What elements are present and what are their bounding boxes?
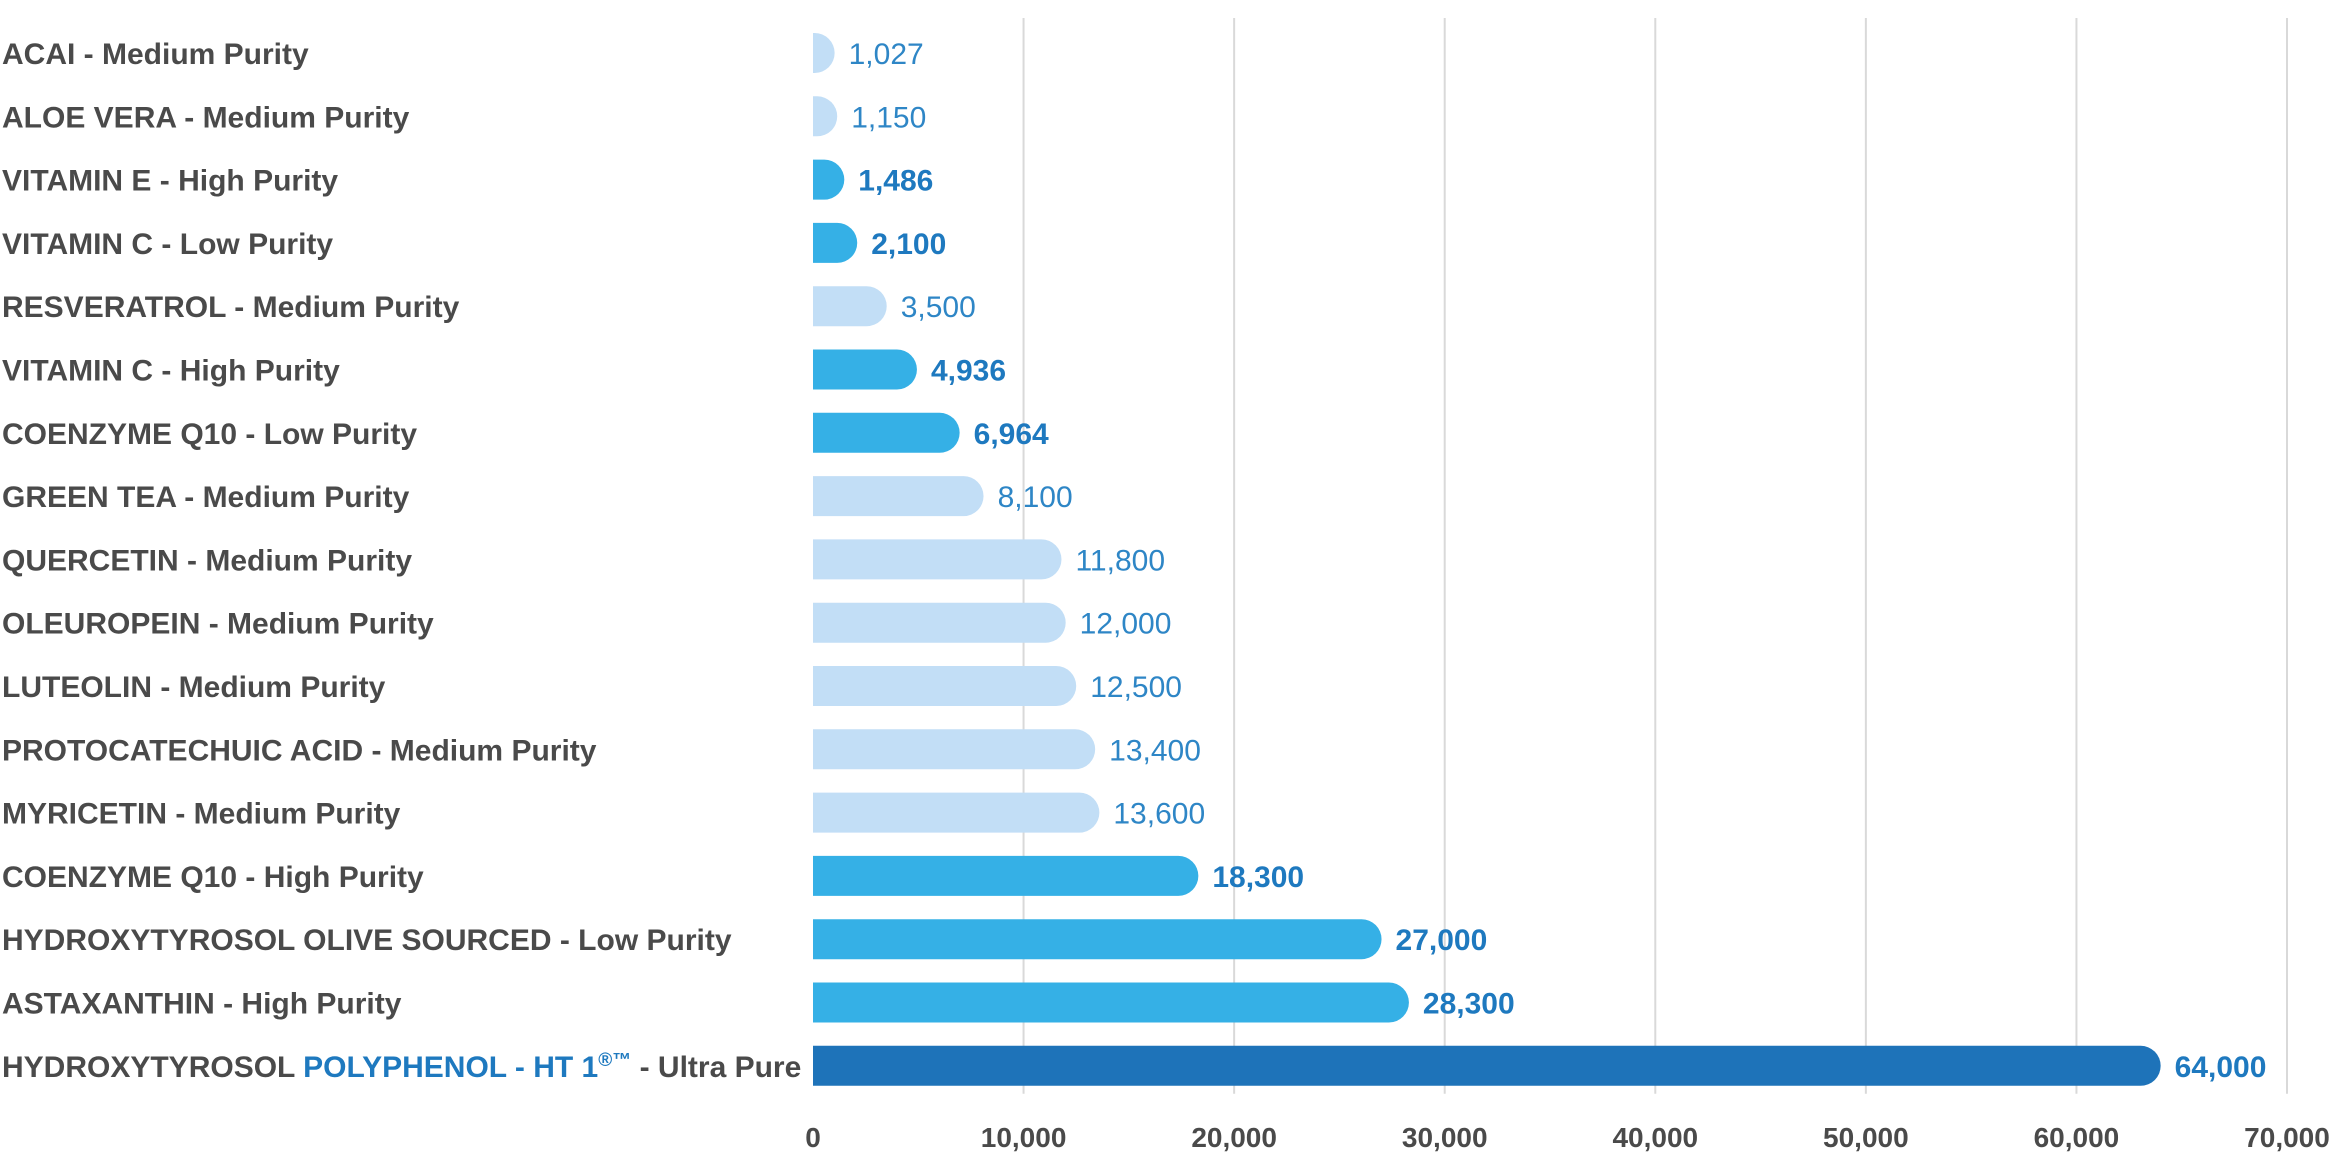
category-label: HYDROXYTYROSOL POLYPHENOL - HT 1®™ - Ult…: [2, 1050, 801, 1084]
value-label: 8,100: [998, 481, 1073, 514]
value-label: 12,500: [1090, 671, 1182, 704]
x-tick-label: 10,000: [981, 1122, 1067, 1153]
bar: [813, 982, 1409, 1023]
value-label: 1,027: [849, 38, 924, 71]
x-tick-label: 40,000: [1612, 1122, 1698, 1153]
category-label: OLEUROPEIN - Medium Purity: [2, 608, 434, 641]
bar: [813, 666, 1077, 706]
category-label: RESVERATROL - Medium Purity: [2, 291, 460, 324]
category-label: PROTOCATECHUIC ACID - Medium Purity: [2, 734, 597, 767]
category-label: COENZYME Q10 - Low Purity: [2, 418, 417, 451]
value-label: 27,000: [1396, 924, 1488, 957]
category-label: HYDROXYTYROSOL OLIVE SOURCED - Low Purit…: [2, 924, 732, 957]
value-label: 64,000: [2175, 1051, 2267, 1084]
x-tick-label: 60,000: [2034, 1122, 2120, 1153]
category-label: ACAI - Medium Purity: [2, 38, 309, 71]
bar: [813, 286, 887, 327]
bar: [813, 919, 1382, 960]
category-label: GREEN TEA - Medium Purity: [2, 481, 410, 514]
bar: [813, 159, 845, 200]
bar: [813, 96, 838, 137]
bar: [813, 349, 917, 390]
category-label: LUTEOLIN - Medium Purity: [2, 671, 386, 704]
value-label: 13,400: [1109, 734, 1201, 767]
value-labels: 1,027 1,150 1,486 2,100 3,500 4,936 6,964 8,100…: [849, 38, 2267, 1084]
bar: [813, 729, 1096, 770]
category-labels: ACAI - Medium Purity ALOE VERA - Medium P…: [2, 38, 801, 1084]
value-label: 4,936: [931, 355, 1006, 388]
x-tick-label: 70,000: [2244, 1122, 2330, 1153]
bar: [813, 602, 1066, 643]
bar: [813, 33, 835, 73]
value-label: 1,486: [858, 165, 933, 198]
x-tick-label: 20,000: [1191, 1122, 1277, 1153]
value-label: 3,500: [901, 291, 976, 324]
value-label: 18,300: [1212, 861, 1304, 894]
value-label: 2,100: [871, 228, 946, 261]
bar: [813, 412, 960, 453]
category-label: ALOE VERA - Medium Purity: [2, 101, 410, 134]
category-label: VITAMIN C - High Purity: [2, 355, 340, 388]
value-label: 12,000: [1080, 608, 1172, 641]
bar: [813, 476, 984, 517]
x-tick-label: 30,000: [1402, 1122, 1488, 1153]
value-label: 6,964: [974, 418, 1049, 451]
value-label: 28,300: [1423, 988, 1515, 1021]
bar: [813, 855, 1199, 896]
x-axis-ticks: 0 10,000 20,000 30,000 40,000 50,000 60,000 70,…: [805, 1122, 2330, 1153]
x-tick-label: 50,000: [1823, 1122, 1909, 1153]
value-label: 13,600: [1113, 798, 1205, 831]
bars: [813, 33, 2161, 1086]
category-label: ASTAXANTHIN - High Purity: [2, 988, 402, 1021]
value-label: 1,150: [851, 101, 926, 134]
category-label: VITAMIN E - High Purity: [2, 165, 338, 198]
bar: [813, 792, 1100, 833]
bar: [813, 539, 1062, 580]
bar: [813, 1045, 2161, 1086]
category-label: COENZYME Q10 - High Purity: [2, 861, 424, 894]
category-label: MYRICETIN - Medium Purity: [2, 798, 401, 831]
x-tick-label: 0: [805, 1122, 821, 1153]
bar: [813, 222, 858, 263]
category-label: QUERCETIN - Medium Purity: [2, 544, 412, 577]
value-label: 11,800: [1075, 544, 1165, 577]
gridlines: [1022, 18, 2288, 1094]
category-label: VITAMIN C - Low Purity: [2, 228, 333, 261]
